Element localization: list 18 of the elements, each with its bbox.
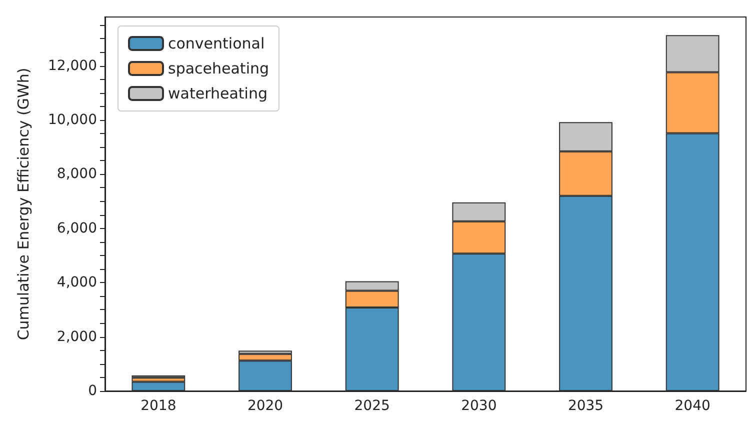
y-axis-title: Cumulative Energy Efficiency (GWh) xyxy=(14,68,32,340)
y-tick-label: 12,000 xyxy=(48,58,97,74)
legend-label: conventional xyxy=(168,34,265,52)
y-tick-label: 6,000 xyxy=(56,220,97,236)
y-tick-label: 2,000 xyxy=(56,328,97,345)
x-tick-label: 2030 xyxy=(461,398,497,414)
x-tick-label: 2020 xyxy=(247,398,284,414)
y-tick-label: 8,000 xyxy=(56,166,97,182)
y-tick-label: 4,000 xyxy=(56,274,97,291)
bar xyxy=(132,382,186,391)
x-tick-label: 2025 xyxy=(354,398,390,414)
x-tick-label: 2035 xyxy=(568,398,604,414)
x-tick-label: 2040 xyxy=(674,398,710,414)
legend-label: waterheating xyxy=(168,84,268,102)
y-tick-label: 0 xyxy=(88,383,97,399)
x-tick-label: 2018 xyxy=(140,398,176,414)
legend-label: spaceheating xyxy=(168,60,270,78)
y-tick-label: 10,000 xyxy=(48,112,97,128)
